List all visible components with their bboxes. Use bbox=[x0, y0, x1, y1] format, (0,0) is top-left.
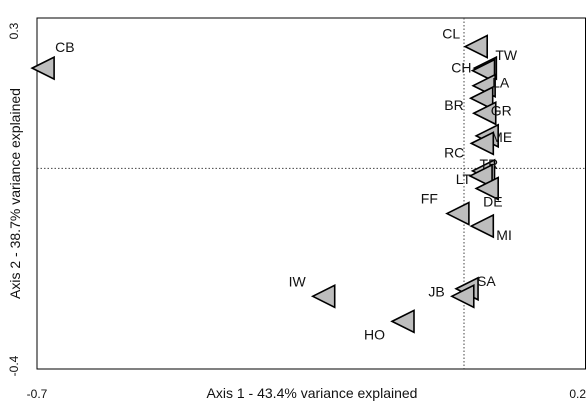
point-label-ho: HO bbox=[364, 326, 385, 342]
point-marker-mi bbox=[469, 213, 495, 239]
point-marker-cl bbox=[463, 34, 489, 59]
point-marker-jb bbox=[449, 283, 475, 309]
point-label-cb: CB bbox=[55, 39, 74, 55]
point-label-tw: TW bbox=[495, 47, 518, 63]
point-label-mi: MI bbox=[496, 227, 512, 243]
point-marker-lt bbox=[468, 163, 493, 189]
y-tick-label-min: -0.4 bbox=[7, 355, 21, 376]
point-label-sa: SA bbox=[477, 273, 496, 289]
point-label-cl: CL bbox=[442, 26, 460, 42]
plot-frame bbox=[36, 17, 586, 370]
point-label-me: ME bbox=[491, 129, 512, 145]
point-marker-ch bbox=[470, 58, 496, 83]
point-label-br: BR bbox=[444, 97, 463, 113]
plot-area: CB CL TW CH LA BR GR ME RC TR LT DE FF MI IW SA JB HO bbox=[30, 17, 586, 370]
point-marker-de bbox=[474, 176, 499, 201]
x-tick-label-max: 0.2 bbox=[569, 387, 586, 401]
point-label-de: DE bbox=[483, 193, 502, 209]
point-label-jb: JB bbox=[428, 283, 444, 299]
point-marker-gr bbox=[471, 100, 497, 126]
point-label-gr: GR bbox=[491, 102, 512, 118]
point-label-ch: CH bbox=[451, 60, 471, 76]
y-axis-label: Axis 2 - 38.7% variance explained bbox=[7, 88, 23, 299]
points-layer: CB CL TW CH LA BR GR ME RC TR LT DE FF MI IW SA JB HO bbox=[30, 26, 518, 342]
point-label-rc: RC bbox=[444, 144, 464, 160]
point-marker-br bbox=[468, 85, 494, 111]
point-marker-ho bbox=[390, 309, 415, 334]
x-tick-label-min: -0.7 bbox=[27, 387, 48, 401]
y-tick-label-max: 0.3 bbox=[7, 22, 21, 39]
point-marker-iw bbox=[310, 283, 336, 309]
point-marker-ff bbox=[445, 201, 470, 226]
point-marker-cb bbox=[30, 55, 55, 81]
point-label-tr: TR bbox=[480, 156, 499, 172]
point-label-ff: FF bbox=[421, 191, 438, 207]
point-label-la: LA bbox=[492, 75, 510, 91]
point-marker-rc bbox=[469, 131, 495, 156]
point-label-iw: IW bbox=[289, 273, 307, 289]
point-label-lt: LT bbox=[456, 171, 472, 187]
x-axis-label: Axis 1 - 43.4% variance explained bbox=[207, 385, 418, 401]
